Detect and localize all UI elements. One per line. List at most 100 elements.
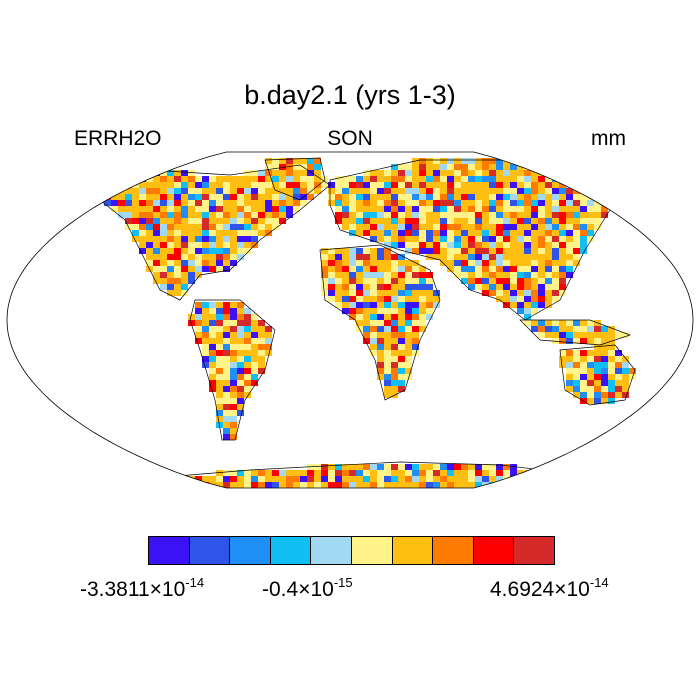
grid-cell bbox=[160, 176, 167, 182]
grid-cell bbox=[496, 236, 503, 242]
grid-cell bbox=[237, 368, 244, 374]
grid-cell bbox=[405, 308, 412, 314]
grid-cell bbox=[475, 218, 482, 224]
grid-cell bbox=[139, 230, 146, 236]
grid-cell bbox=[349, 194, 356, 200]
grid-cell bbox=[244, 206, 251, 212]
grid-cell bbox=[384, 200, 391, 206]
grid-cell bbox=[237, 224, 244, 230]
grid-cell bbox=[195, 254, 202, 260]
grid-cell bbox=[440, 200, 447, 206]
grid-cell bbox=[377, 320, 384, 326]
grid-cell bbox=[160, 260, 167, 266]
grid-cell bbox=[524, 284, 531, 290]
grid-cell bbox=[580, 332, 587, 338]
grid-cell bbox=[202, 188, 209, 194]
grid-cell bbox=[573, 326, 580, 332]
grid-cell bbox=[468, 158, 475, 164]
grid-cell bbox=[433, 224, 440, 230]
grid-cell bbox=[174, 194, 181, 200]
grid-cell bbox=[237, 380, 244, 386]
grid-cell bbox=[440, 236, 447, 242]
season-label: SON bbox=[327, 127, 373, 150]
grid-cell bbox=[384, 248, 391, 254]
grid-cell bbox=[237, 218, 244, 224]
grid-cell bbox=[587, 224, 594, 230]
grid-cell bbox=[223, 194, 230, 200]
grid-cell bbox=[181, 206, 188, 212]
grid-cell bbox=[524, 200, 531, 206]
grid-cell bbox=[153, 176, 160, 182]
grid-cell bbox=[531, 254, 538, 260]
grid-cell bbox=[391, 386, 398, 392]
grid-cell bbox=[426, 188, 433, 194]
colorbar-swatch bbox=[149, 537, 190, 564]
grid-cell bbox=[482, 284, 489, 290]
grid-cell bbox=[398, 350, 405, 356]
grid-cell bbox=[524, 302, 531, 308]
grid-cell bbox=[398, 206, 405, 212]
grid-cell bbox=[538, 278, 545, 284]
grid-cell bbox=[251, 326, 258, 332]
grid-cell bbox=[265, 170, 272, 176]
grid-cell bbox=[391, 194, 398, 200]
grid-cell bbox=[328, 278, 335, 284]
grid-cell bbox=[426, 206, 433, 212]
grid-cell bbox=[552, 248, 559, 254]
grid-cell bbox=[405, 182, 412, 188]
grid-cell bbox=[419, 224, 426, 230]
grid-cell bbox=[328, 482, 335, 488]
grid-cell bbox=[125, 176, 132, 182]
grid-cell bbox=[594, 362, 601, 368]
grid-cell bbox=[216, 314, 223, 320]
grid-cell bbox=[132, 206, 139, 212]
grid-cell bbox=[545, 320, 552, 326]
grid-cell bbox=[160, 206, 167, 212]
grid-cell bbox=[209, 242, 216, 248]
grid-cell bbox=[370, 176, 377, 182]
grid-cell bbox=[384, 278, 391, 284]
grid-cell bbox=[230, 404, 237, 410]
grid-cell bbox=[426, 242, 433, 248]
grid-cell bbox=[153, 194, 160, 200]
grid-cell bbox=[342, 482, 349, 488]
grid-cell bbox=[181, 278, 188, 284]
grid-cell bbox=[160, 194, 167, 200]
grid-cell bbox=[573, 182, 580, 188]
grid-cell bbox=[216, 224, 223, 230]
grid-cell bbox=[538, 224, 545, 230]
grid-cell bbox=[531, 230, 538, 236]
grid-cell bbox=[503, 188, 510, 194]
grid-cell bbox=[594, 332, 601, 338]
grid-cell bbox=[307, 170, 314, 176]
grid-cell bbox=[356, 194, 363, 200]
grid-cell bbox=[188, 272, 195, 278]
grid-cell bbox=[391, 368, 398, 374]
grid-cell bbox=[286, 182, 293, 188]
grid-cell bbox=[454, 218, 461, 224]
grid-cell bbox=[566, 188, 573, 194]
grid-cell bbox=[230, 224, 237, 230]
grid-cell bbox=[272, 182, 279, 188]
grid-cell bbox=[244, 332, 251, 338]
grid-cell bbox=[370, 476, 377, 482]
grid-cell bbox=[468, 164, 475, 170]
grid-cell bbox=[398, 290, 405, 296]
grid-cell bbox=[405, 242, 412, 248]
grid-cell bbox=[216, 212, 223, 218]
grid-cell bbox=[405, 164, 412, 170]
grid-cell bbox=[447, 482, 454, 488]
grid-cell bbox=[356, 482, 363, 488]
grid-cell bbox=[405, 272, 412, 278]
grid-cell bbox=[209, 368, 216, 374]
grid-cell bbox=[237, 308, 244, 314]
grid-cell bbox=[531, 308, 538, 314]
grid-cell bbox=[482, 470, 489, 476]
grid-cell bbox=[237, 182, 244, 188]
grid-cell bbox=[377, 326, 384, 332]
grid-cell bbox=[461, 176, 468, 182]
grid-cell bbox=[503, 206, 510, 212]
grid-cell bbox=[216, 350, 223, 356]
grid-cell bbox=[97, 176, 104, 182]
grid-cell bbox=[405, 350, 412, 356]
